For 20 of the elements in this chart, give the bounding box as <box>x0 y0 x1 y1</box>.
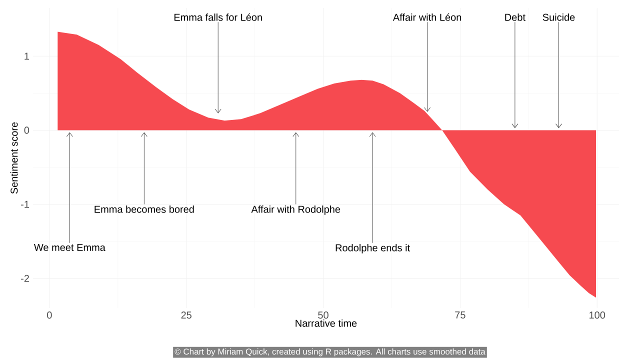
annotation: Affair with Léon <box>392 13 462 21</box>
y-axis-title: Sentiment score <box>10 122 18 194</box>
annotation: Suicide <box>542 14 575 21</box>
x-axis-title: Narrative time <box>296 319 357 327</box>
annotation: Debt <box>505 14 526 21</box>
x-tick-label: 50 <box>318 312 328 319</box>
annotation: Affair with Rodolphe <box>251 205 340 215</box>
annotation: Rodolphe ends it <box>336 244 410 254</box>
y-tick-label: 1 <box>24 52 29 60</box>
annotation: We meet Emma <box>34 244 106 251</box>
y-tick-label: -2 <box>21 274 29 282</box>
x-tick-label: 75 <box>455 312 466 319</box>
text: © Chart by Miriam Quick, created using R packages. All charts use smoothed data <box>174 348 486 356</box>
annotation: Emma becomes bored <box>94 205 194 213</box>
x-tick-label: 25 <box>181 312 192 319</box>
x-tick-label: 0 <box>47 312 52 319</box>
annotation: Emma falls for Léon <box>174 13 262 21</box>
x-tick-label: 100 <box>590 312 606 319</box>
y-tick-label: 0 <box>24 126 30 134</box>
y-tick-label: -1 <box>21 200 29 208</box>
